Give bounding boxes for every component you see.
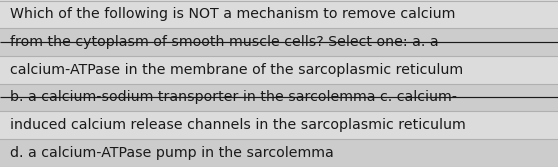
Text: d. a calcium-ATPase pump in the sarcolemma: d. a calcium-ATPase pump in the sarcolem… [10, 146, 334, 160]
Bar [0, 111, 558, 139]
Text: Which of the following is NOT a mechanism to remove calcium: Which of the following is NOT a mechanis… [10, 7, 455, 21]
Text: calcium-ATPase in the membrane of the sarcoplasmic reticulum: calcium-ATPase in the membrane of the sa… [10, 63, 463, 77]
Text: from the cytoplasm of smooth muscle cells? Select one: a. a: from the cytoplasm of smooth muscle cell… [10, 35, 439, 49]
Text: induced calcium release channels in the sarcoplasmic reticulum: induced calcium release channels in the … [10, 118, 466, 132]
Bar [0, 28, 558, 56]
Bar [0, 84, 558, 111]
Bar [0, 139, 558, 167]
Bar [0, 56, 558, 84]
Text: b. a calcium-sodium transporter in the sarcolemma c. calcium-: b. a calcium-sodium transporter in the s… [10, 90, 457, 104]
Bar [0, 0, 558, 28]
